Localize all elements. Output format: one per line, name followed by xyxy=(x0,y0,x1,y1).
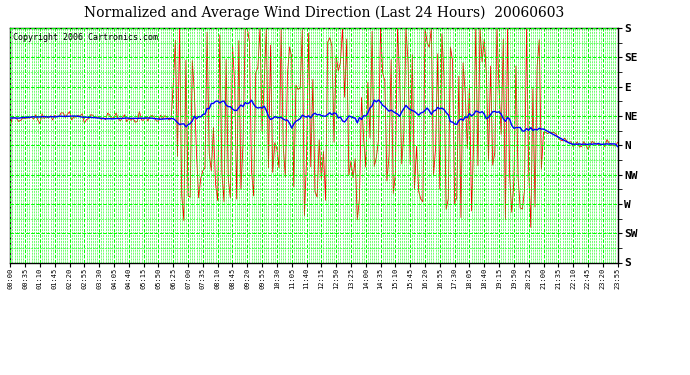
Text: Normalized and Average Wind Direction (Last 24 Hours)  20060603: Normalized and Average Wind Direction (L… xyxy=(84,6,564,20)
Text: Copyright 2006 Cartronics.com: Copyright 2006 Cartronics.com xyxy=(13,33,159,42)
